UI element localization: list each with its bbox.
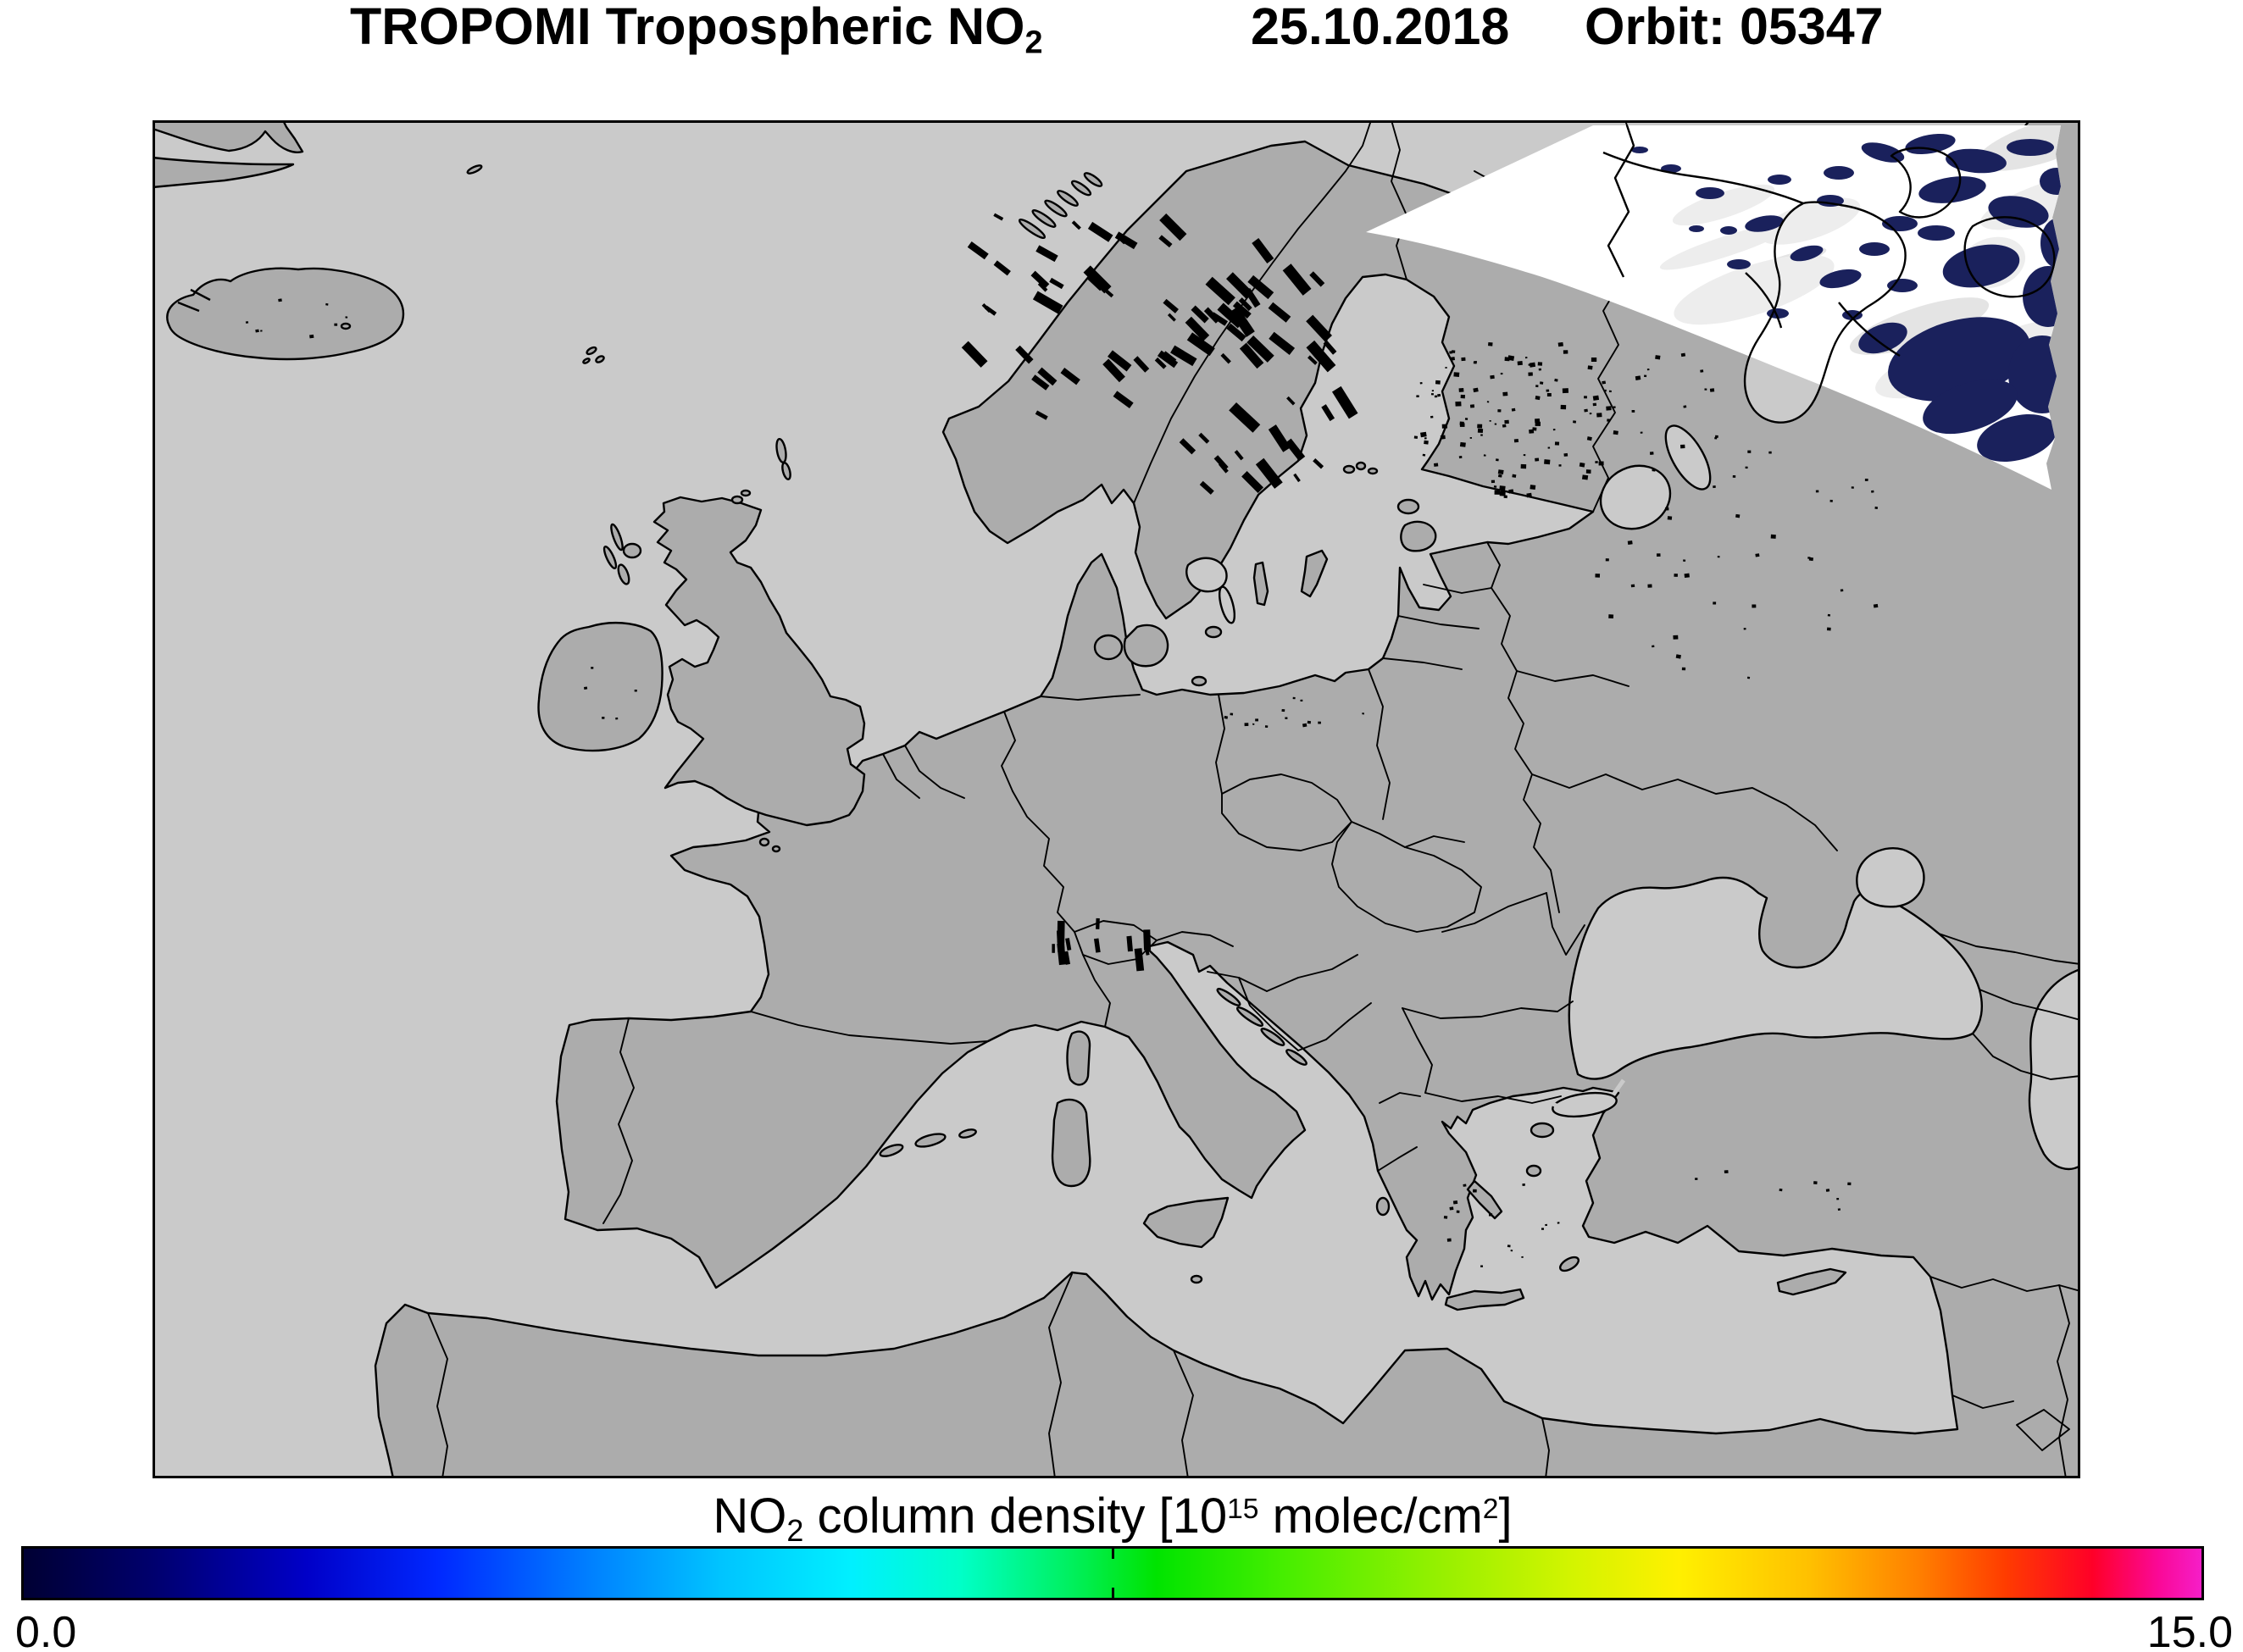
orbit-number: Orbit: 05347 [1585, 0, 1884, 55]
sea-of-marmara [1552, 1091, 1618, 1118]
dalmatian-islands [1216, 988, 1307, 1066]
bornholm [1204, 625, 1223, 639]
ibiza [879, 1144, 904, 1157]
zealand [1123, 624, 1169, 668]
saaremaa [1400, 520, 1437, 552]
colorbar-gradient [21, 1546, 2204, 1600]
malta [1190, 1274, 1203, 1284]
sardinia [1051, 1098, 1091, 1188]
colorbar-label: NO2 column density [1015 molec/cm2] [713, 1488, 1513, 1549]
page-title: TROPOMI Tropospheric NO2 [350, 0, 1043, 61]
colorbar-max-label: 15.0 [2146, 1608, 2233, 1652]
chios [1525, 1164, 1542, 1178]
oland [1252, 561, 1269, 607]
caspian-sea [2028, 967, 2080, 1171]
lake-ladoga [1599, 464, 1672, 530]
great-britain [652, 496, 866, 827]
menorca [958, 1128, 977, 1139]
rugen [1191, 675, 1208, 687]
lake-vattern [1218, 585, 1236, 624]
lake-vanern [1185, 557, 1228, 593]
corfu [1375, 1196, 1391, 1217]
bosporus-strait [1611, 1078, 1626, 1096]
mainland-coastline [374, 120, 2080, 1478]
jan-mayen [466, 164, 483, 175]
iceland [166, 267, 405, 361]
lofoten-islands [1018, 172, 1103, 240]
small-islet [340, 322, 352, 330]
funen [1093, 634, 1124, 661]
corsica [1066, 1030, 1091, 1086]
gotland [1300, 549, 1329, 598]
sicily [1142, 1196, 1230, 1249]
colorbar-mid-tick [1112, 1549, 1114, 1559]
europe-map [153, 120, 2080, 1478]
map-frame [153, 120, 2080, 1478]
shetland-orkney [730, 437, 791, 505]
lesbos [1530, 1122, 1555, 1139]
title-text: TROPOMI Tropospheric NO [350, 0, 1025, 55]
hiiumaa [1396, 498, 1420, 515]
channel-islands [758, 837, 781, 853]
sea-of-azov [1856, 847, 1925, 908]
crete [1444, 1288, 1525, 1311]
observation-date: 25.10.2018 [1251, 0, 1510, 55]
faroe-islands [582, 346, 605, 364]
title-subscript: 2 [1024, 25, 1043, 61]
dardanelles-strait [1549, 1100, 1568, 1112]
lake-onega [1664, 424, 1712, 491]
islands [166, 164, 1847, 1311]
colorbar-mid-tick [1112, 1588, 1114, 1598]
colorbar-min-label: 0.0 [15, 1608, 77, 1652]
cyprus [1776, 1267, 1847, 1296]
rhodes [1558, 1256, 1580, 1272]
aland-islands [1342, 461, 1379, 475]
hebrides [602, 523, 642, 585]
greenland-coast [153, 120, 304, 189]
majorca [914, 1133, 947, 1148]
lake-speckles [245, 213, 1879, 1267]
ireland [537, 621, 663, 752]
